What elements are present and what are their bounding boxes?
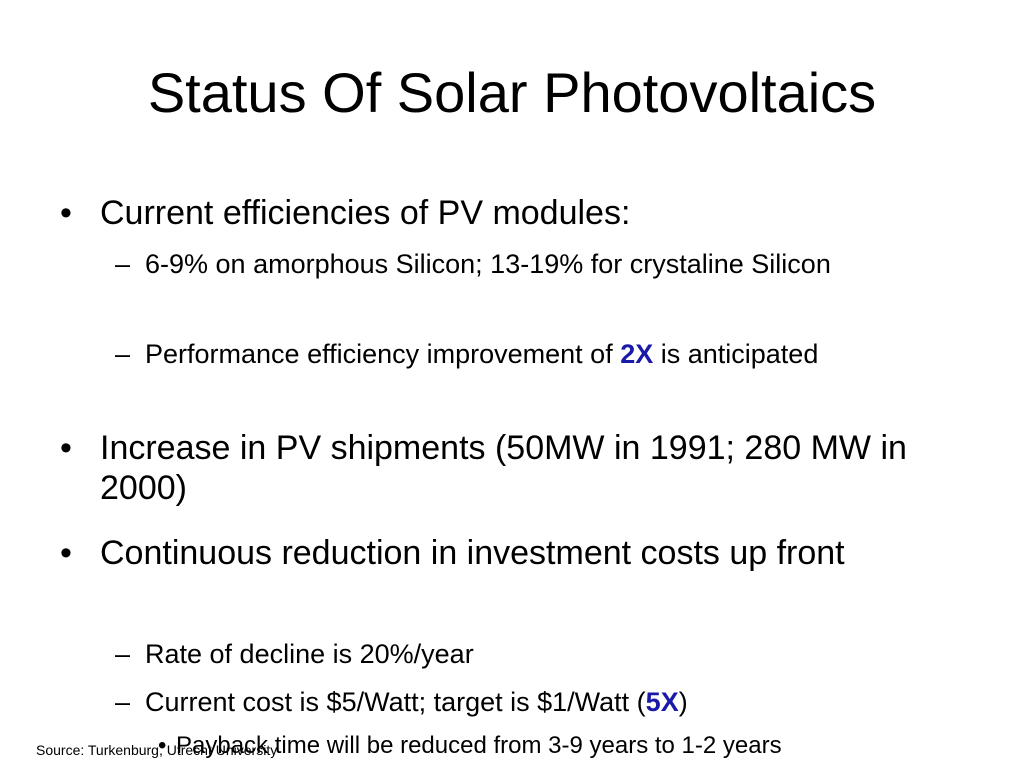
sub-item-rate-of-decline: – Rate of decline is 20%/year (115, 637, 915, 672)
bullet-item-cost-reduction: • Continuous reduction in investment cos… (60, 533, 960, 573)
sub-item-text: Performance efficiency improvement of 2X… (145, 337, 915, 372)
sub-item-text: 6-9% on amorphous Silicon; 13-19% for cr… (145, 249, 831, 279)
text-segment: Current cost is $5/Watt; target is $1/Wa… (145, 687, 646, 717)
dash-marker: – (115, 249, 131, 279)
emphasis-2x: 2X (620, 339, 654, 369)
dash-marker: – (115, 687, 131, 717)
sub-sub-item-payback-time: • Payback time will be reduced from 3-9 … (158, 731, 958, 761)
emphasis-5x: 5X (645, 687, 679, 717)
bullet-item-efficiencies: • Current efficiencies of PV modules: (60, 193, 960, 233)
bullet-item-shipments: • Increase in PV shipments (50MW in 1991… (60, 428, 960, 508)
sub-item-text: Current cost is $5/Watt; target is $1/Wa… (145, 685, 915, 720)
dash-marker: – (115, 639, 131, 669)
text-segment: is anticipated (653, 339, 819, 369)
text-segment: ) (678, 687, 688, 717)
sub-sub-item-text: Payback time will be reduced from 3-9 ye… (176, 732, 782, 759)
bullet-marker: • (60, 534, 72, 572)
bullet-marker: • (158, 732, 167, 759)
sub-item-performance-improvement: – Performance efficiency improvement of … (115, 337, 915, 372)
bullet-marker: • (60, 194, 72, 232)
source-citation: Source: Turkenburg, Utrecht University (36, 742, 278, 758)
sub-item-text: Rate of decline is 20%/year (145, 639, 474, 669)
slide-title: Status Of Solar Photovoltaics (147, 61, 877, 124)
text-segment: Performance efficiency improvement of (145, 339, 621, 369)
sub-item-silicon-efficiency: – 6-9% on amorphous Silicon; 13-19% for … (115, 247, 915, 282)
dash-marker: – (115, 339, 131, 369)
bullet-text: Current efficiencies of PV modules: (100, 194, 631, 232)
sub-item-cost-target: – Current cost is $5/Watt; target is $1/… (115, 685, 915, 720)
bullet-text: Increase in PV shipments (50MW in 1991; … (100, 429, 907, 507)
bullet-text: Continuous reduction in investment costs… (100, 534, 845, 572)
bullet-marker: • (60, 429, 72, 467)
